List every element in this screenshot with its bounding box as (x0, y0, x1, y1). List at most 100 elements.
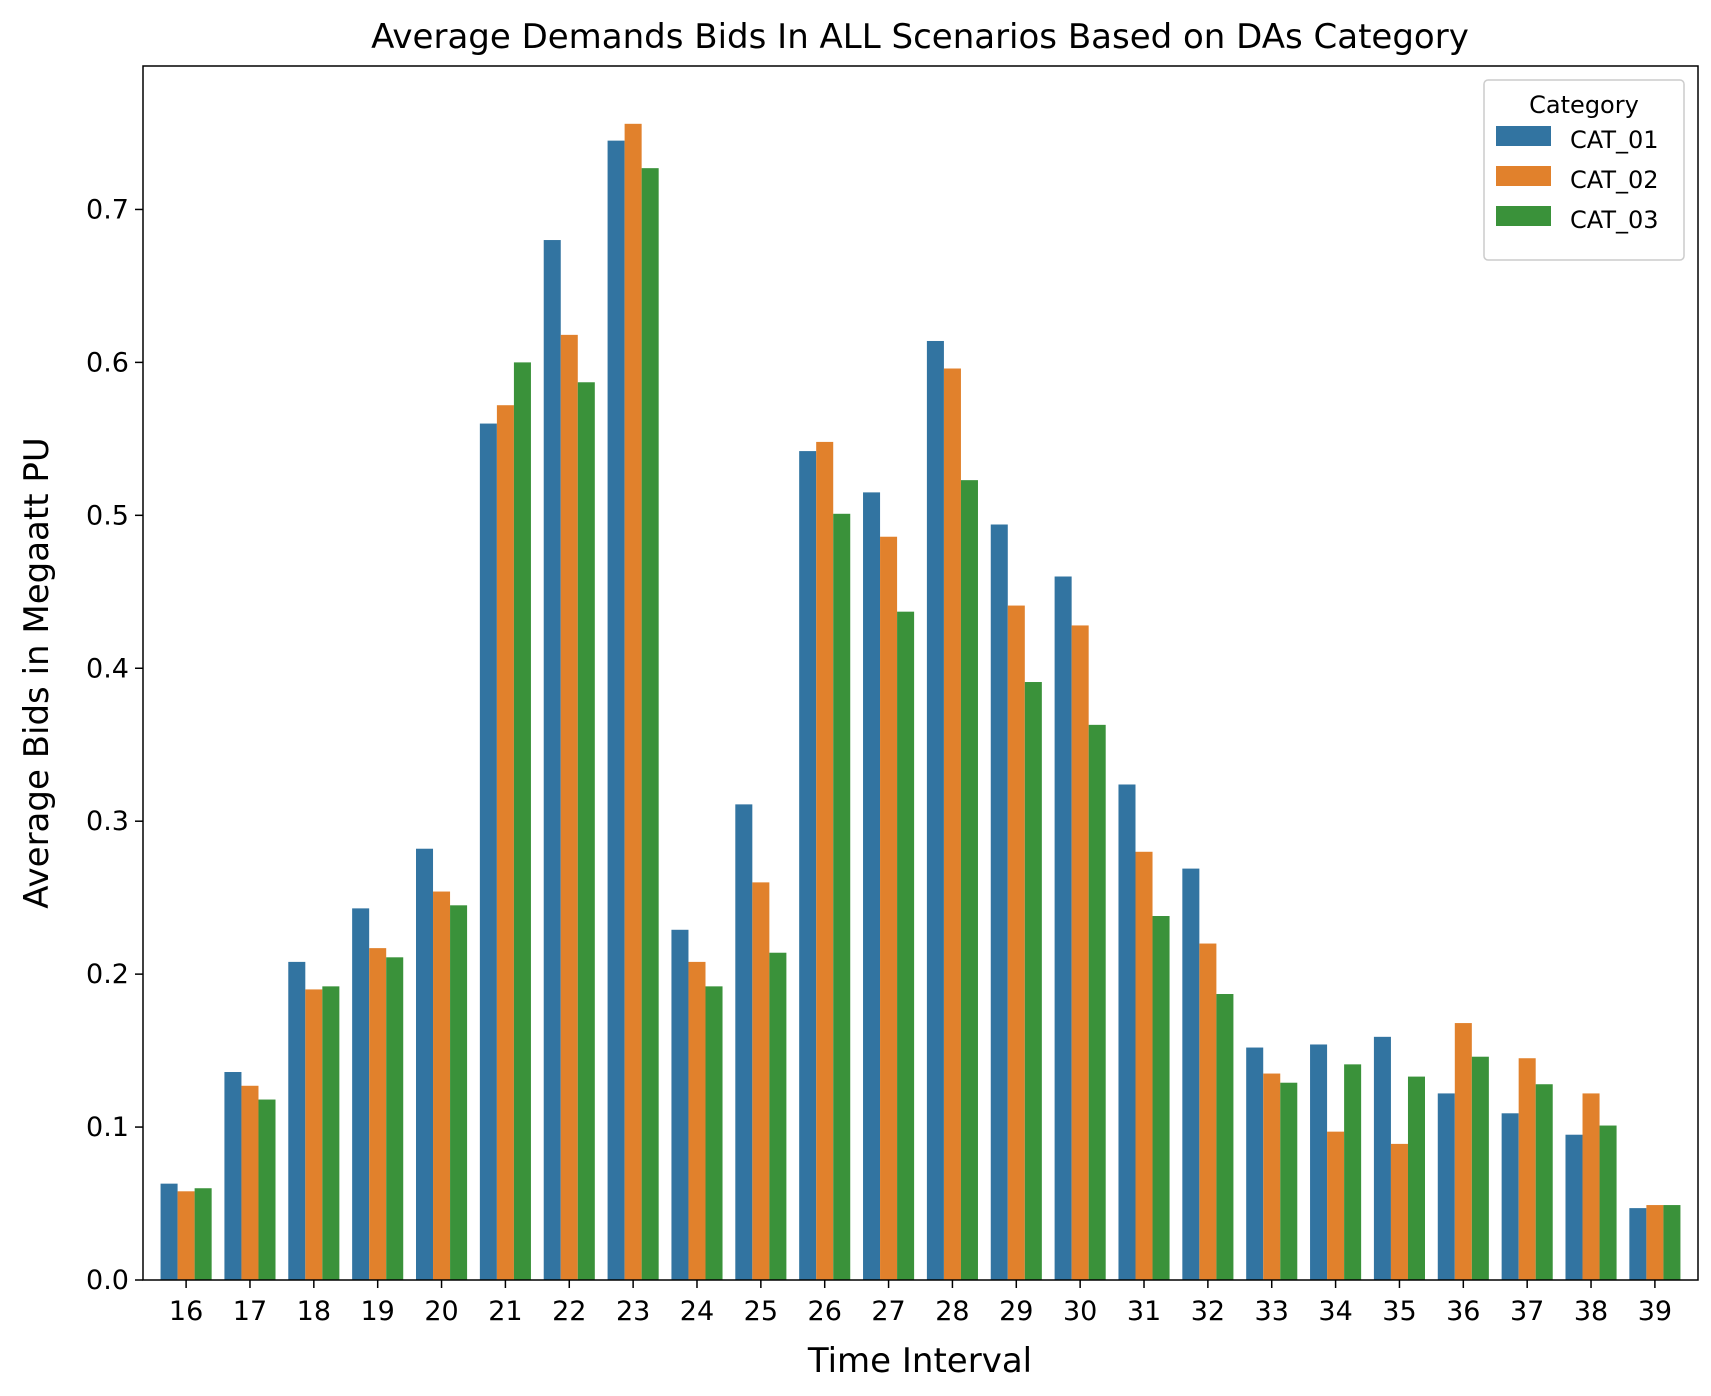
chart-title: Average Demands Bids In ALL Scenarios Ba… (371, 17, 1469, 57)
bar-cat-03-22 (577, 382, 595, 1280)
bar-cat-01-16 (160, 1183, 178, 1280)
bar-cat-02-23 (624, 123, 642, 1280)
bar-cat-03-28 (960, 480, 978, 1280)
y-tick-label: 0.1 (86, 1112, 129, 1143)
x-tick-label: 19 (361, 1296, 395, 1327)
bar-cat-01-28 (926, 340, 944, 1281)
x-axis-ticks: 16 17 18 19 20 21 22 23 24 25 26 27 28 29 30 31 32 33 34 35… (169, 1280, 1672, 1327)
x-tick-label: 24 (680, 1296, 714, 1327)
bar-cat-02-39 (1646, 1205, 1664, 1280)
x-tick-label: 26 (808, 1296, 842, 1327)
x-tick-label: 38 (1574, 1296, 1608, 1327)
bar-cat-02-37 (1518, 1058, 1536, 1280)
bar-cat-02-34 (1327, 1131, 1345, 1280)
bar-cat-02-25 (752, 882, 770, 1280)
x-tick-label: 29 (999, 1296, 1033, 1327)
legend-title: Category (1529, 91, 1639, 119)
bar-cat-03-19 (386, 957, 404, 1280)
bar-cat-03-27 (897, 611, 915, 1280)
bar-cat-02-35 (1390, 1143, 1408, 1280)
x-tick-label: 34 (1318, 1296, 1352, 1327)
bar-cat-01-23 (607, 140, 625, 1280)
bar-cat-01-33 (1246, 1047, 1264, 1280)
bar-cat-03-29 (1024, 682, 1042, 1280)
bar-cat-01-18 (288, 961, 306, 1280)
bar-cat-01-30 (1054, 576, 1072, 1280)
x-axis-label: Time Interval (807, 1341, 1032, 1381)
bar-cat-01-22 (543, 240, 561, 1280)
bar-cat-01-24 (671, 929, 689, 1280)
y-axis-ticks: 0.0 0.1 0.2 0.3 0.4 0.5 0.6 0.7 (86, 194, 143, 1296)
bar-cat-03-30 (1088, 724, 1106, 1280)
bar-cat-02-26 (816, 441, 834, 1280)
bar-cat-02-36 (1454, 1023, 1472, 1280)
x-tick-label: 37 (1510, 1296, 1544, 1327)
x-tick-label: 27 (871, 1296, 905, 1327)
bar-cat-03-36 (1471, 1056, 1489, 1280)
bar-cat-01-26 (799, 451, 817, 1281)
y-tick-label: 0.6 (86, 347, 129, 378)
x-tick-label: 30 (1063, 1296, 1097, 1327)
legend-label: CAT_01 (1570, 126, 1659, 154)
legend-swatch-cat-02 (1496, 166, 1551, 186)
bar-cat-01-29 (990, 524, 1008, 1280)
bar-cat-01-25 (735, 804, 753, 1280)
legend-swatch-cat-01 (1496, 126, 1551, 146)
bar-cat-03-32 (1216, 994, 1234, 1280)
y-tick-label: 0.5 (86, 500, 129, 531)
bar-cat-03-39 (1663, 1205, 1681, 1280)
bar-cat-02-29 (1007, 605, 1025, 1280)
legend-swatch-cat-03 (1496, 206, 1551, 226)
x-tick-label: 39 (1638, 1296, 1672, 1327)
legend-label: CAT_02 (1570, 166, 1659, 194)
x-tick-label: 33 (1255, 1296, 1289, 1327)
bar-cat-03-16 (194, 1188, 212, 1280)
x-tick-label: 20 (424, 1296, 458, 1327)
bar-cat-02-22 (560, 334, 578, 1280)
x-tick-label: 23 (616, 1296, 650, 1327)
bar-cat-01-21 (479, 423, 497, 1280)
bar-cat-01-31 (1118, 784, 1136, 1280)
x-tick-label: 31 (1127, 1296, 1161, 1327)
bar-cat-03-38 (1599, 1125, 1617, 1280)
plot-frame (142, 65, 1699, 1281)
x-tick-label: 22 (552, 1296, 586, 1327)
bar-cat-03-24 (705, 986, 723, 1280)
bar-cat-01-19 (352, 908, 370, 1280)
x-tick-label: 18 (297, 1296, 331, 1327)
x-tick-label: 17 (233, 1296, 267, 1327)
x-tick-label: 16 (169, 1296, 203, 1327)
bar-cat-03-17 (258, 1099, 276, 1280)
bar-cat-02-31 (1135, 851, 1153, 1280)
bar-cat-03-18 (322, 986, 340, 1280)
bar-cat-02-16 (177, 1191, 195, 1280)
bars-group (160, 123, 1681, 1281)
x-tick-label: 35 (1382, 1296, 1416, 1327)
y-axis-label: Average Bids in Megaatt PU (17, 437, 57, 908)
bar-cat-02-24 (688, 961, 706, 1280)
bar-cat-02-30 (1071, 625, 1089, 1280)
bar-cat-01-27 (863, 492, 881, 1280)
bar-cat-01-37 (1501, 1113, 1519, 1280)
legend-label: CAT_03 (1570, 206, 1659, 234)
bar-cat-01-38 (1565, 1134, 1583, 1280)
y-tick-label: 0.2 (86, 959, 129, 990)
y-tick-label: 0.3 (86, 806, 129, 837)
bar-cat-02-19 (369, 948, 387, 1280)
bar-cat-03-31 (1152, 916, 1170, 1280)
bar-cat-02-20 (433, 891, 451, 1280)
x-tick-label: 36 (1446, 1296, 1480, 1327)
bar-cat-01-36 (1437, 1093, 1455, 1280)
bar-cat-03-33 (1280, 1082, 1298, 1280)
legend-items: CAT_01 CAT_02 CAT_03 (1496, 126, 1659, 234)
x-tick-label: 25 (744, 1296, 778, 1327)
bar-cat-02-32 (1199, 943, 1217, 1280)
x-tick-label: 32 (1191, 1296, 1225, 1327)
y-tick-label: 0.0 (86, 1265, 129, 1296)
bar-cat-03-37 (1535, 1084, 1553, 1280)
legend: Category CAT_01 CAT_02 CAT_03 (1483, 79, 1685, 261)
bar-cat-03-25 (769, 952, 787, 1280)
bar-cat-01-35 (1373, 1036, 1391, 1280)
bar-cat-01-17 (224, 1072, 242, 1280)
